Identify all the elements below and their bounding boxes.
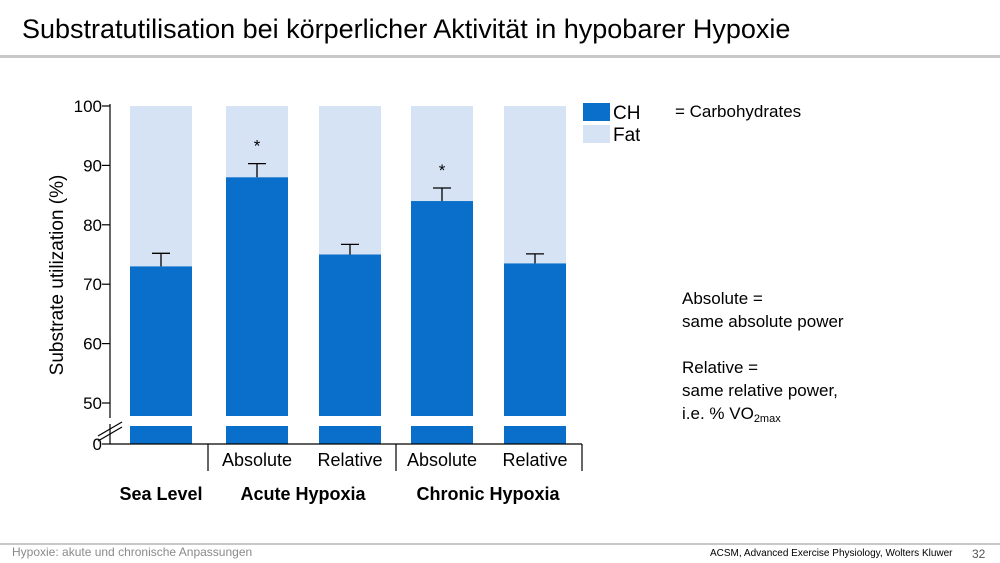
- cho-bar-base: [226, 426, 288, 444]
- slide-title: Substratutilisation bei körperlicher Akt…: [22, 14, 791, 44]
- vo2max-subscript: 2max: [753, 413, 781, 425]
- axis-break-mark: [97, 426, 123, 442]
- legend-swatch-fat: [583, 125, 610, 143]
- cho-bar: [504, 263, 566, 416]
- note-spacer: [682, 333, 844, 356]
- y-tick-label: 80: [83, 216, 102, 235]
- significance-marker: *: [254, 137, 261, 156]
- fat-bar: [130, 106, 192, 267]
- y-axis-title: Substrate utilization (%): [47, 175, 68, 376]
- absolute-note-line1: Absolute =: [682, 289, 763, 308]
- source-citation: ACSM, Advanced Exercise Physiology, Wolt…: [710, 548, 953, 559]
- y-tick-label: 100: [74, 97, 102, 116]
- group-label: Chronic Hypoxia: [416, 484, 560, 504]
- x-tick-label: Absolute: [407, 450, 477, 470]
- cho-bar-base: [130, 426, 192, 444]
- axis-break-mark: [97, 421, 123, 437]
- y-tick-label: 0: [93, 435, 102, 454]
- cho-bar-base: [319, 426, 381, 444]
- x-tick-label: Relative: [502, 450, 567, 470]
- footer-divider: [0, 543, 1000, 545]
- cho-bar: [411, 201, 473, 416]
- fat-bar: [504, 106, 566, 264]
- title-divider: [0, 55, 1000, 58]
- x-tick-label: Relative: [317, 450, 382, 470]
- legend-swatch-cho: [583, 103, 610, 121]
- cho-bar-base: [504, 426, 566, 444]
- significance-marker: *: [439, 161, 446, 180]
- cho-bar: [226, 177, 288, 416]
- y-tick-label: 60: [83, 335, 102, 354]
- axis-break-band: [106, 416, 586, 426]
- page-number: 32: [972, 547, 986, 561]
- y-tick-label: 50: [83, 394, 102, 413]
- cho-bar: [319, 254, 381, 416]
- group-label: Sea Level: [119, 484, 202, 504]
- y-tick-label: 70: [83, 275, 102, 294]
- vo2-prefix: i.e. % VO: [682, 404, 754, 423]
- relative-note-line2: same relative power,: [682, 381, 838, 400]
- fat-bar: [411, 106, 473, 202]
- relative-note-line1: Relative =: [682, 358, 759, 377]
- footer-topic: Hypoxie: akute und chronische Anpassunge…: [12, 545, 253, 559]
- legend-label-fat: Fat: [613, 125, 640, 146]
- power-notes: Absolute = same absolute power Relative …: [682, 287, 844, 431]
- cho-bar: [130, 266, 192, 416]
- y-tick-label: 90: [83, 156, 102, 175]
- cho-bar-base: [411, 426, 473, 444]
- legend-label-cho: CHO: [613, 103, 640, 124]
- absolute-note-line2: same absolute power: [682, 312, 844, 331]
- substrate-utilization-chart: * * 0 50 60 70 80 90 100 Absolute Relative Absolute…: [47, 97, 640, 504]
- cho-definition: = Carbohydrates: [675, 102, 802, 121]
- relative-note-line3: i.e. % VO2max: [682, 402, 844, 431]
- fat-bar: [319, 106, 381, 255]
- group-label: Acute Hypoxia: [240, 484, 366, 504]
- x-tick-label: Absolute: [222, 450, 292, 470]
